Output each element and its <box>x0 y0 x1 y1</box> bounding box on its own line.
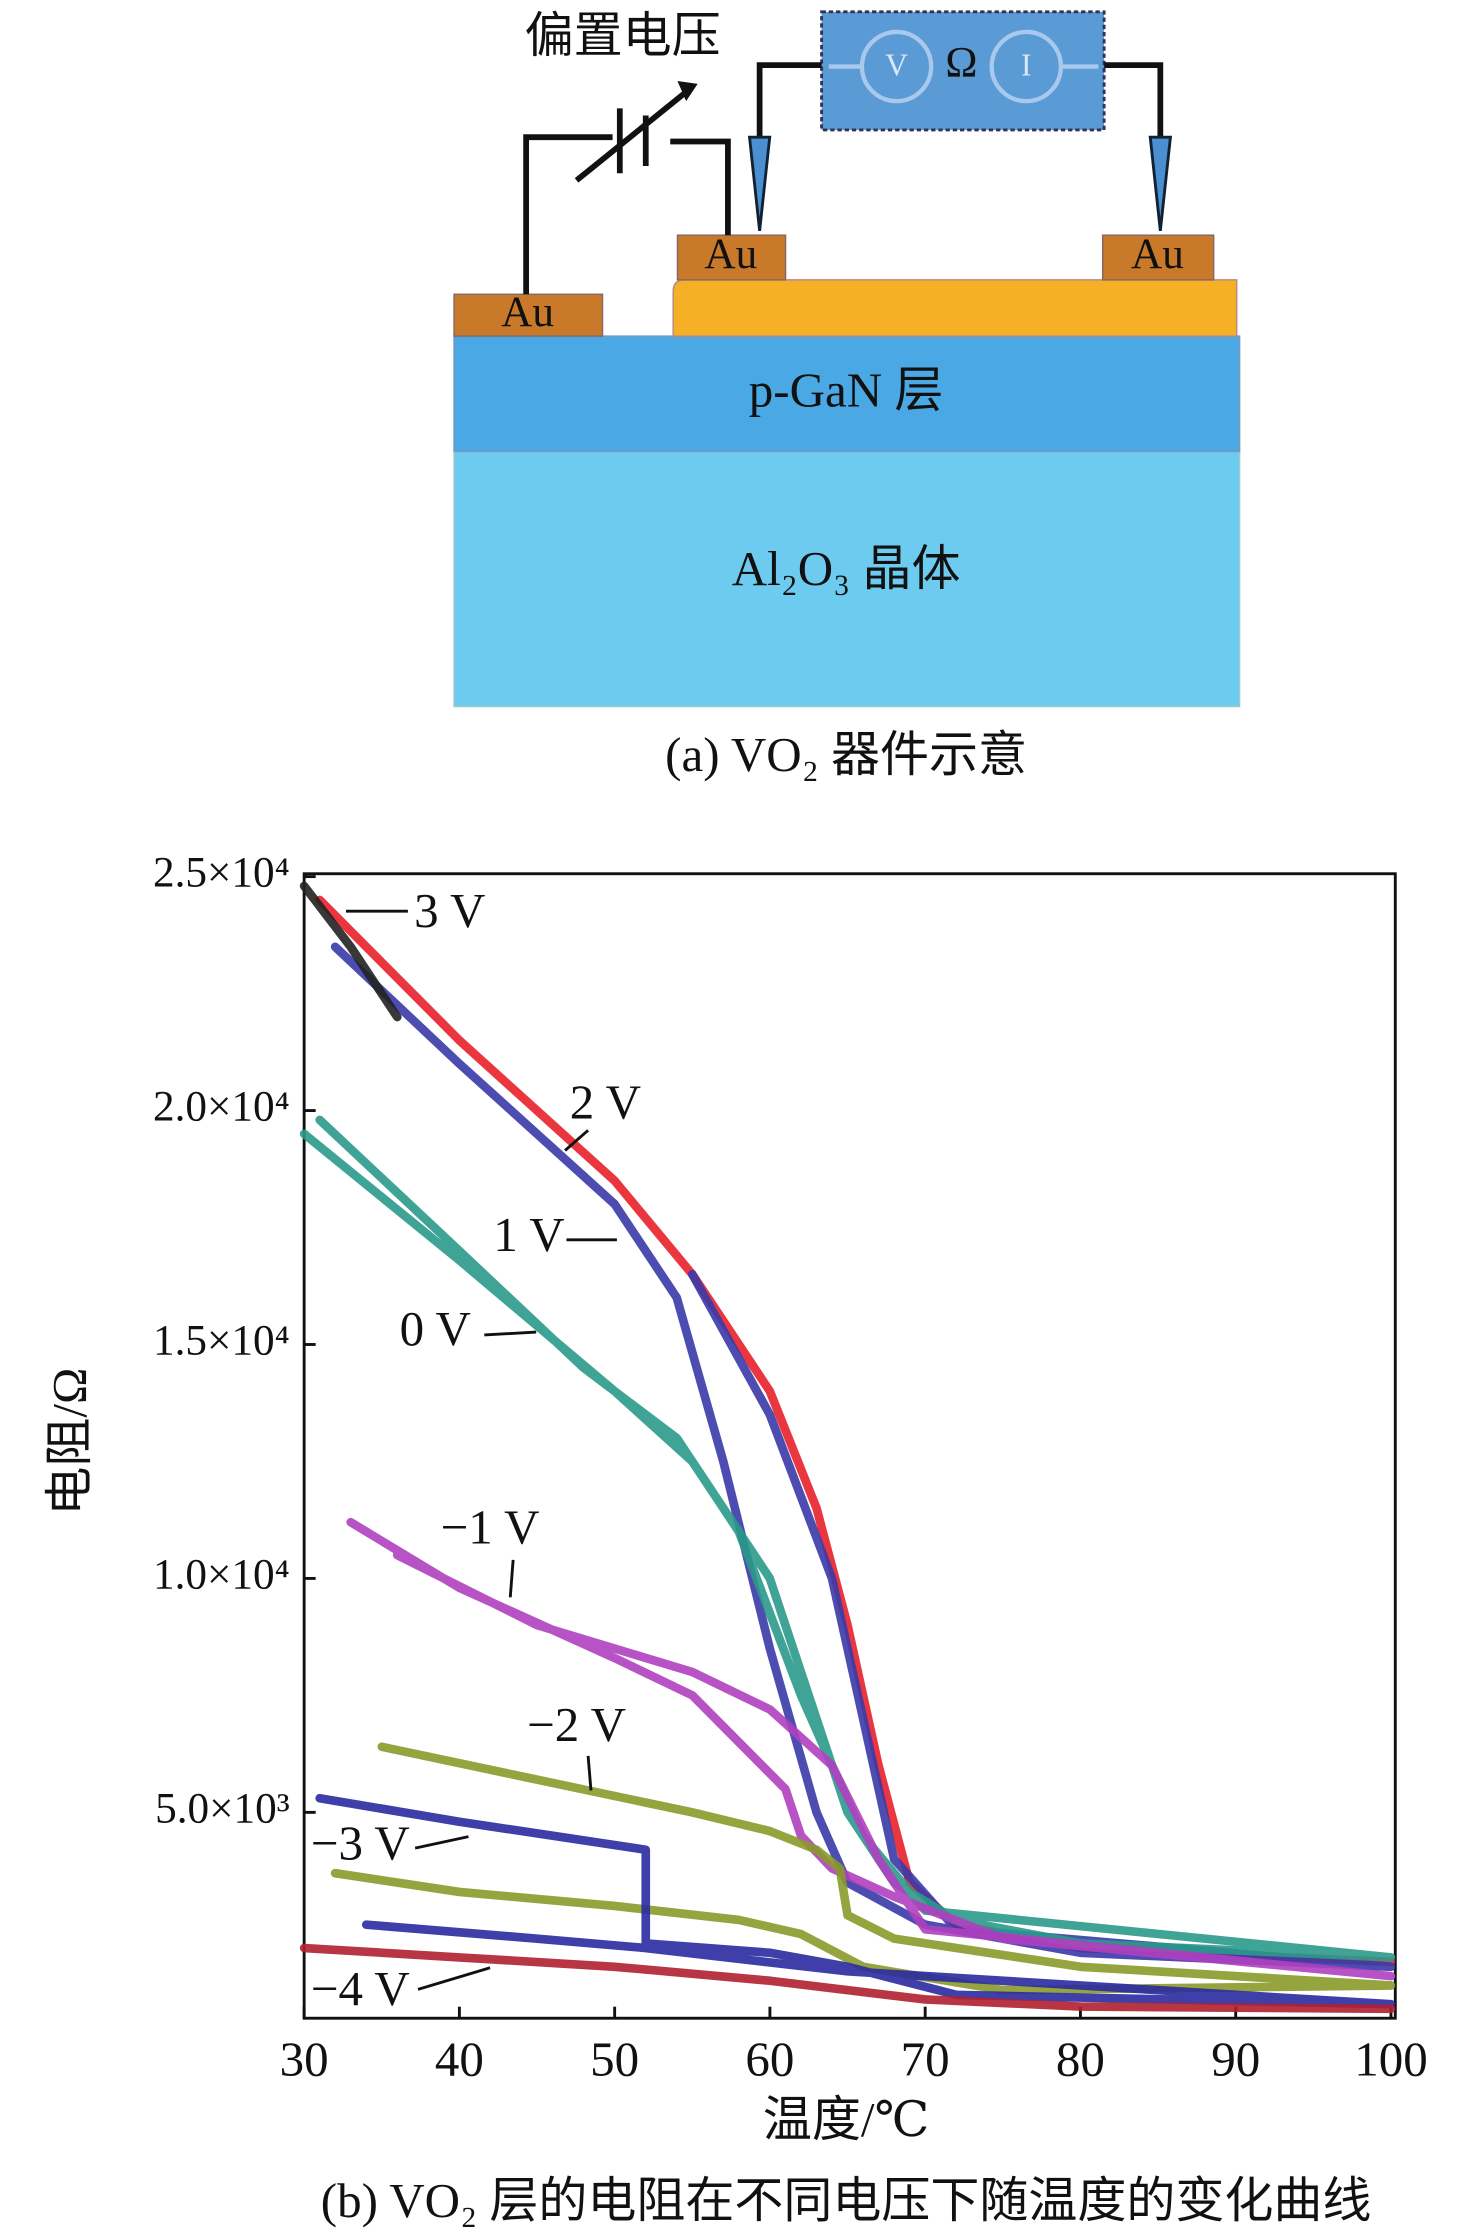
vo2-layer <box>672 279 1238 337</box>
substrate-layer <box>453 449 1241 708</box>
chart: 温度/℃ 电阻/Ω (b) VO₂ 层的电阻在不同电压下随温度的变化曲线 30 4… <box>42 849 1428 2228</box>
y-tick-label: 1.5×10⁴ <box>153 1316 290 1364</box>
device-diagram: 偏置电压 Ω V I Au Au Au p-GaN 层 Al₂O₃ 晶体 (a)… <box>453 8 1241 782</box>
bias-label: 偏置电压 <box>525 8 721 63</box>
au-pad <box>1101 234 1215 281</box>
pgan-layer <box>453 335 1241 453</box>
y-axis-label: 电阻/Ω <box>42 1368 97 1516</box>
au-label: Au <box>1131 230 1184 278</box>
series-label: −3 V <box>311 1815 410 1870</box>
label-leader <box>564 1129 590 1152</box>
label-leader <box>484 1330 537 1337</box>
label-leader <box>417 1966 491 1991</box>
meter-i: I <box>1021 47 1032 82</box>
y-tick-label: 1.0×10⁴ <box>153 1550 290 1598</box>
series-label: −4 V <box>311 1961 410 2016</box>
series-line <box>330 1742 1396 1995</box>
x-tick-label: 70 <box>901 2032 950 2087</box>
meter-v: V <box>885 47 908 82</box>
wire <box>523 134 613 295</box>
series-line <box>299 881 402 1022</box>
au-pad <box>676 234 787 281</box>
meter-box <box>820 10 1106 132</box>
au-label: Au <box>501 288 554 336</box>
x-tick-label: 40 <box>435 2032 484 2087</box>
series-label: −1 V <box>441 1500 540 1555</box>
y-tick-label: 2.5×10⁴ <box>153 849 290 897</box>
variable-arrow <box>574 87 691 183</box>
series-line <box>315 1793 1396 2009</box>
x-tick-label: 50 <box>590 2032 639 2087</box>
x-tick-label: 60 <box>745 2032 794 2087</box>
series-label: 1 V <box>493 1207 564 1262</box>
label-leader <box>414 1835 469 1850</box>
x-axis-label: 温度/℃ <box>763 2092 929 2147</box>
x-tick-label: 30 <box>280 2032 329 2087</box>
caption: (b) VO₂ 层的电阻在不同电压下随温度的变化曲线 <box>321 2173 1372 2228</box>
probe <box>747 135 772 232</box>
wire <box>756 62 822 145</box>
arrow-head <box>677 80 698 102</box>
series-line <box>346 1517 1396 1981</box>
meter-label: Ω <box>945 38 977 86</box>
label-leader <box>586 1755 593 1791</box>
series-line <box>299 1943 1396 2014</box>
y-tick-label: 2.0×10⁴ <box>153 1082 290 1130</box>
series-label: 2 V <box>570 1074 641 1129</box>
wire <box>1104 62 1164 145</box>
layer-label: Al₂O₃ 晶体 <box>732 541 961 596</box>
layer-label: p-GaN 层 <box>749 362 944 417</box>
series-label: −2 V <box>527 1697 626 1752</box>
x-tick-label: 90 <box>1211 2032 1260 2087</box>
probe <box>1148 135 1173 232</box>
y-tick-label: 5.0×10³ <box>155 1784 290 1832</box>
series-label: 0 V <box>400 1301 471 1356</box>
wire <box>670 138 731 236</box>
series-label: 3 V <box>414 883 485 938</box>
au-label: Au <box>704 230 757 278</box>
caption: (a) VO₂ 器件示意 <box>665 727 1027 782</box>
x-tick-label: 80 <box>1056 2032 1105 2087</box>
x-tick-label: 100 <box>1354 2032 1428 2087</box>
label-leader <box>508 1559 515 1598</box>
